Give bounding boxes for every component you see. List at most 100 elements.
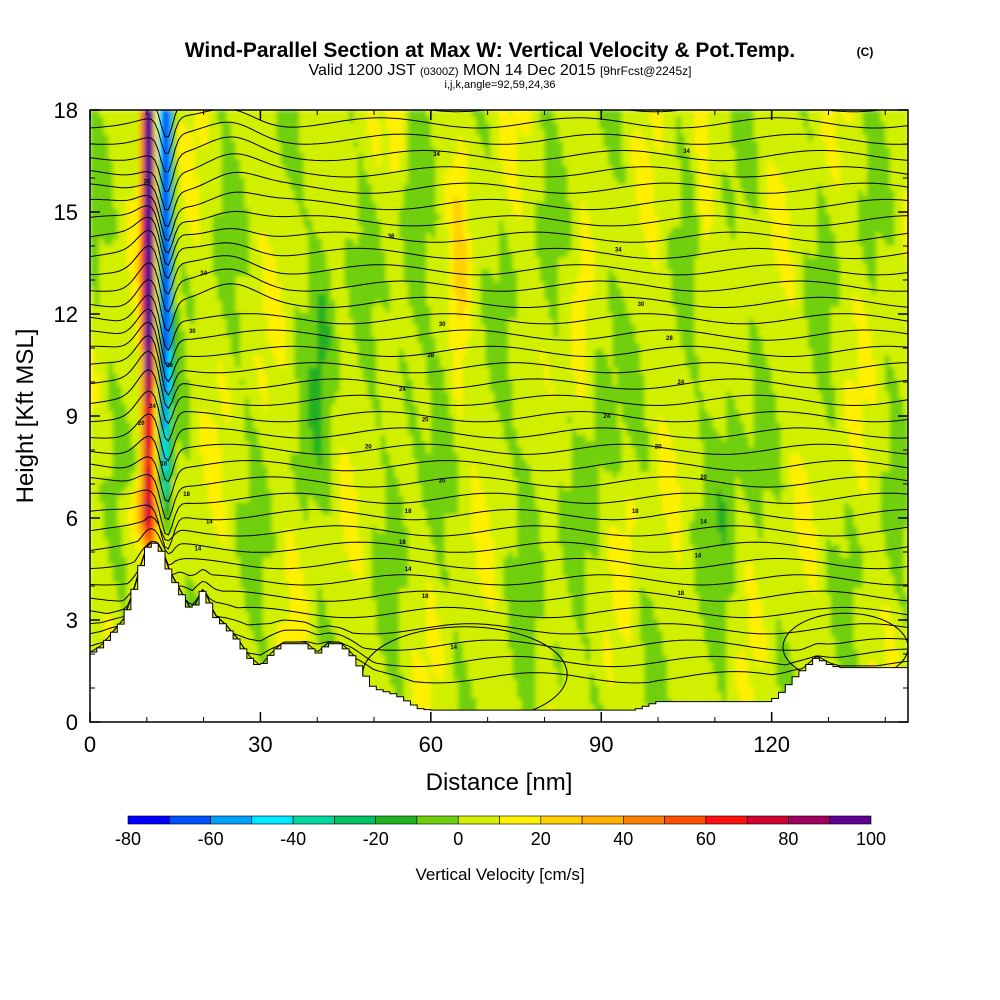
- velocity-cell: [748, 367, 754, 448]
- velocity-cell: [649, 122, 655, 166]
- velocity-cell: [785, 110, 791, 209]
- velocity-cell: [185, 275, 191, 319]
- theta-contour-line: [90, 171, 908, 228]
- velocity-cell: [499, 422, 505, 722]
- velocity-cell: [535, 256, 541, 509]
- velocity-cell: [485, 110, 491, 123]
- velocity-cell: [658, 152, 664, 417]
- velocity-cell: [162, 391, 168, 429]
- velocity-cell: [503, 110, 509, 184]
- theta-contour-label: 18: [405, 509, 412, 515]
- velocity-cell: [108, 110, 114, 160]
- velocity-cell: [503, 232, 509, 442]
- velocity-cell: [508, 116, 514, 203]
- velocity-cell: [103, 134, 109, 246]
- theta-contour-label: 20: [700, 475, 707, 481]
- velocity-cell: [249, 416, 255, 631]
- chart-title: Wind-Parallel Section at Max W: Vertical…: [185, 39, 796, 62]
- velocity-cell: [744, 660, 750, 722]
- velocity-cell: [567, 593, 573, 722]
- velocity-cell: [571, 110, 577, 295]
- velocity-cell: [721, 501, 727, 546]
- velocity-cell: [190, 293, 196, 325]
- velocity-cell: [158, 501, 164, 527]
- velocity-cell: [399, 587, 405, 674]
- velocity-cell: [889, 624, 895, 686]
- velocity-cell: [308, 367, 314, 429]
- copyright-mark: (C): [857, 45, 874, 59]
- velocity-cell: [367, 397, 373, 722]
- velocity-cell: [699, 391, 705, 442]
- velocity-cell: [312, 110, 318, 233]
- colorbar-swatch: [499, 815, 542, 825]
- velocity-cell: [844, 556, 850, 699]
- velocity-cell: [462, 354, 468, 662]
- velocity-cell: [449, 165, 455, 350]
- velocity-cell: [780, 287, 786, 484]
- velocity-cell: [744, 201, 750, 435]
- x-tick-label: 0: [84, 732, 96, 757]
- velocity-cell: [762, 110, 768, 356]
- velocity-cell: [589, 440, 595, 558]
- velocity-cell: [512, 556, 518, 680]
- velocity-cell: [767, 214, 773, 368]
- velocity-cell: [140, 538, 146, 546]
- velocity-cell: [758, 336, 764, 539]
- velocity-cell: [676, 330, 682, 484]
- velocity-cell: [617, 630, 623, 722]
- velocity-cell: [108, 562, 114, 619]
- velocity-cell: [753, 526, 759, 582]
- velocity-cell: [149, 110, 155, 344]
- velocity-cell: [399, 207, 405, 240]
- velocity-cell: [776, 501, 782, 619]
- velocity-cell: [412, 648, 418, 711]
- colorbar-swatch: [457, 815, 500, 825]
- velocity-cell: [485, 507, 491, 607]
- velocity-cell: [753, 110, 759, 142]
- velocity-cell: [535, 110, 541, 203]
- velocity-cell: [771, 165, 777, 252]
- velocity-cell: [426, 581, 432, 656]
- velocity-cell: [862, 110, 868, 136]
- velocity-cell: [144, 373, 150, 405]
- velocity-cell: [653, 110, 659, 148]
- velocity-cell: [485, 269, 491, 368]
- velocity-cell: [280, 312, 286, 368]
- velocity-cell: [326, 269, 332, 325]
- colorbar-swatch: [746, 815, 789, 825]
- velocity-cell: [658, 110, 664, 154]
- velocity-cell: [862, 195, 868, 264]
- velocity-cell: [90, 409, 96, 668]
- velocity-cell: [608, 642, 614, 686]
- velocity-cell: [558, 648, 564, 686]
- velocity-cell: [535, 507, 541, 619]
- velocity-cell: [903, 110, 908, 191]
- velocity-cell: [240, 177, 246, 276]
- velocity-cell: [312, 452, 318, 503]
- velocity-cell: [99, 238, 105, 484]
- velocity-cell: [512, 110, 518, 215]
- theta-contour-label: 36: [143, 179, 150, 185]
- velocity-cell: [626, 312, 632, 435]
- velocity-cell: [271, 110, 277, 258]
- velocity-cell: [258, 354, 264, 393]
- velocity-cell: [194, 134, 200, 178]
- velocity-cell: [294, 201, 300, 307]
- velocity-cell: [262, 465, 268, 558]
- velocity-cell: [185, 318, 191, 380]
- velocity-cell: [462, 238, 468, 307]
- velocity-cell: [508, 550, 514, 650]
- velocity-cell: [617, 110, 623, 184]
- velocity-cell: [608, 110, 614, 166]
- velocity-cell: [885, 605, 891, 674]
- velocity-cell: [753, 324, 759, 527]
- velocity-cell: [803, 471, 809, 576]
- velocity-cell: [321, 513, 327, 601]
- velocity-cell: [735, 177, 741, 411]
- velocity-cell: [308, 495, 314, 722]
- velocity-cell: [103, 477, 109, 539]
- velocity-cell: [712, 110, 718, 429]
- velocity-cell: [621, 165, 627, 185]
- velocity-cell: [717, 110, 723, 435]
